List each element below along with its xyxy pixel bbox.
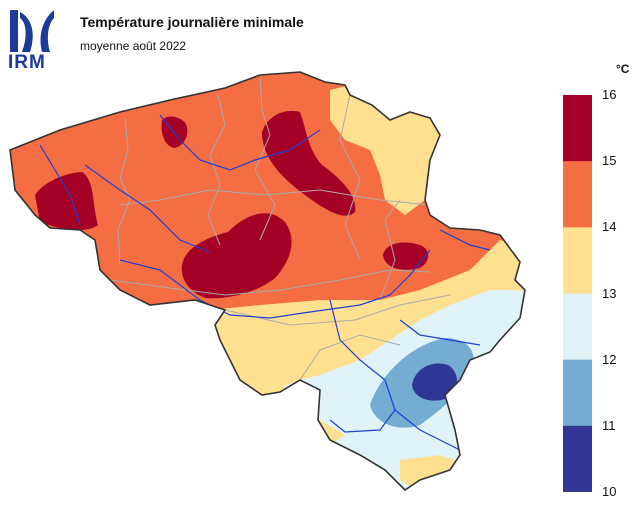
irm-logo <box>10 10 54 52</box>
map-subtitle: moyenne août 2022 <box>80 39 187 53</box>
legend-tick-15: 15 <box>602 153 617 169</box>
legend-tick-10: 10 <box>602 484 617 499</box>
legend-tick-16: 16 <box>602 87 617 102</box>
legend-swatch-14-15 <box>563 161 592 228</box>
zone-10-11 <box>412 363 457 401</box>
logo-text: IRM <box>8 52 46 73</box>
zone-15-16-west <box>35 172 98 231</box>
legend-tick-11: 11 <box>602 417 616 433</box>
legend-swatch-11-12 <box>563 359 592 427</box>
zone-15-16-center <box>181 213 292 299</box>
legend-swatch-15-16 <box>563 95 592 162</box>
legend-tick-12: 12 <box>602 351 617 367</box>
legend-swatch-10-11 <box>563 425 592 492</box>
zone-13-14-north <box>330 85 440 215</box>
legend-tick-14: 14 <box>602 219 617 235</box>
color-legend <box>563 95 592 492</box>
temperature-zones <box>10 72 525 490</box>
legend-swatch-13-14 <box>563 227 592 294</box>
rivers <box>39 114 491 451</box>
zone-15-16-north <box>262 110 356 216</box>
legend-unit: °C <box>616 62 630 76</box>
legend-tick-13: 13 <box>602 285 617 301</box>
zone-13-14-south-tip <box>400 455 460 490</box>
belgium-border <box>9 71 526 492</box>
map-title: Température journalière minimale <box>80 14 304 30</box>
zone-13-14-spot <box>402 185 412 195</box>
province-lines <box>109 77 451 381</box>
legend-swatch-12-13 <box>563 293 592 361</box>
